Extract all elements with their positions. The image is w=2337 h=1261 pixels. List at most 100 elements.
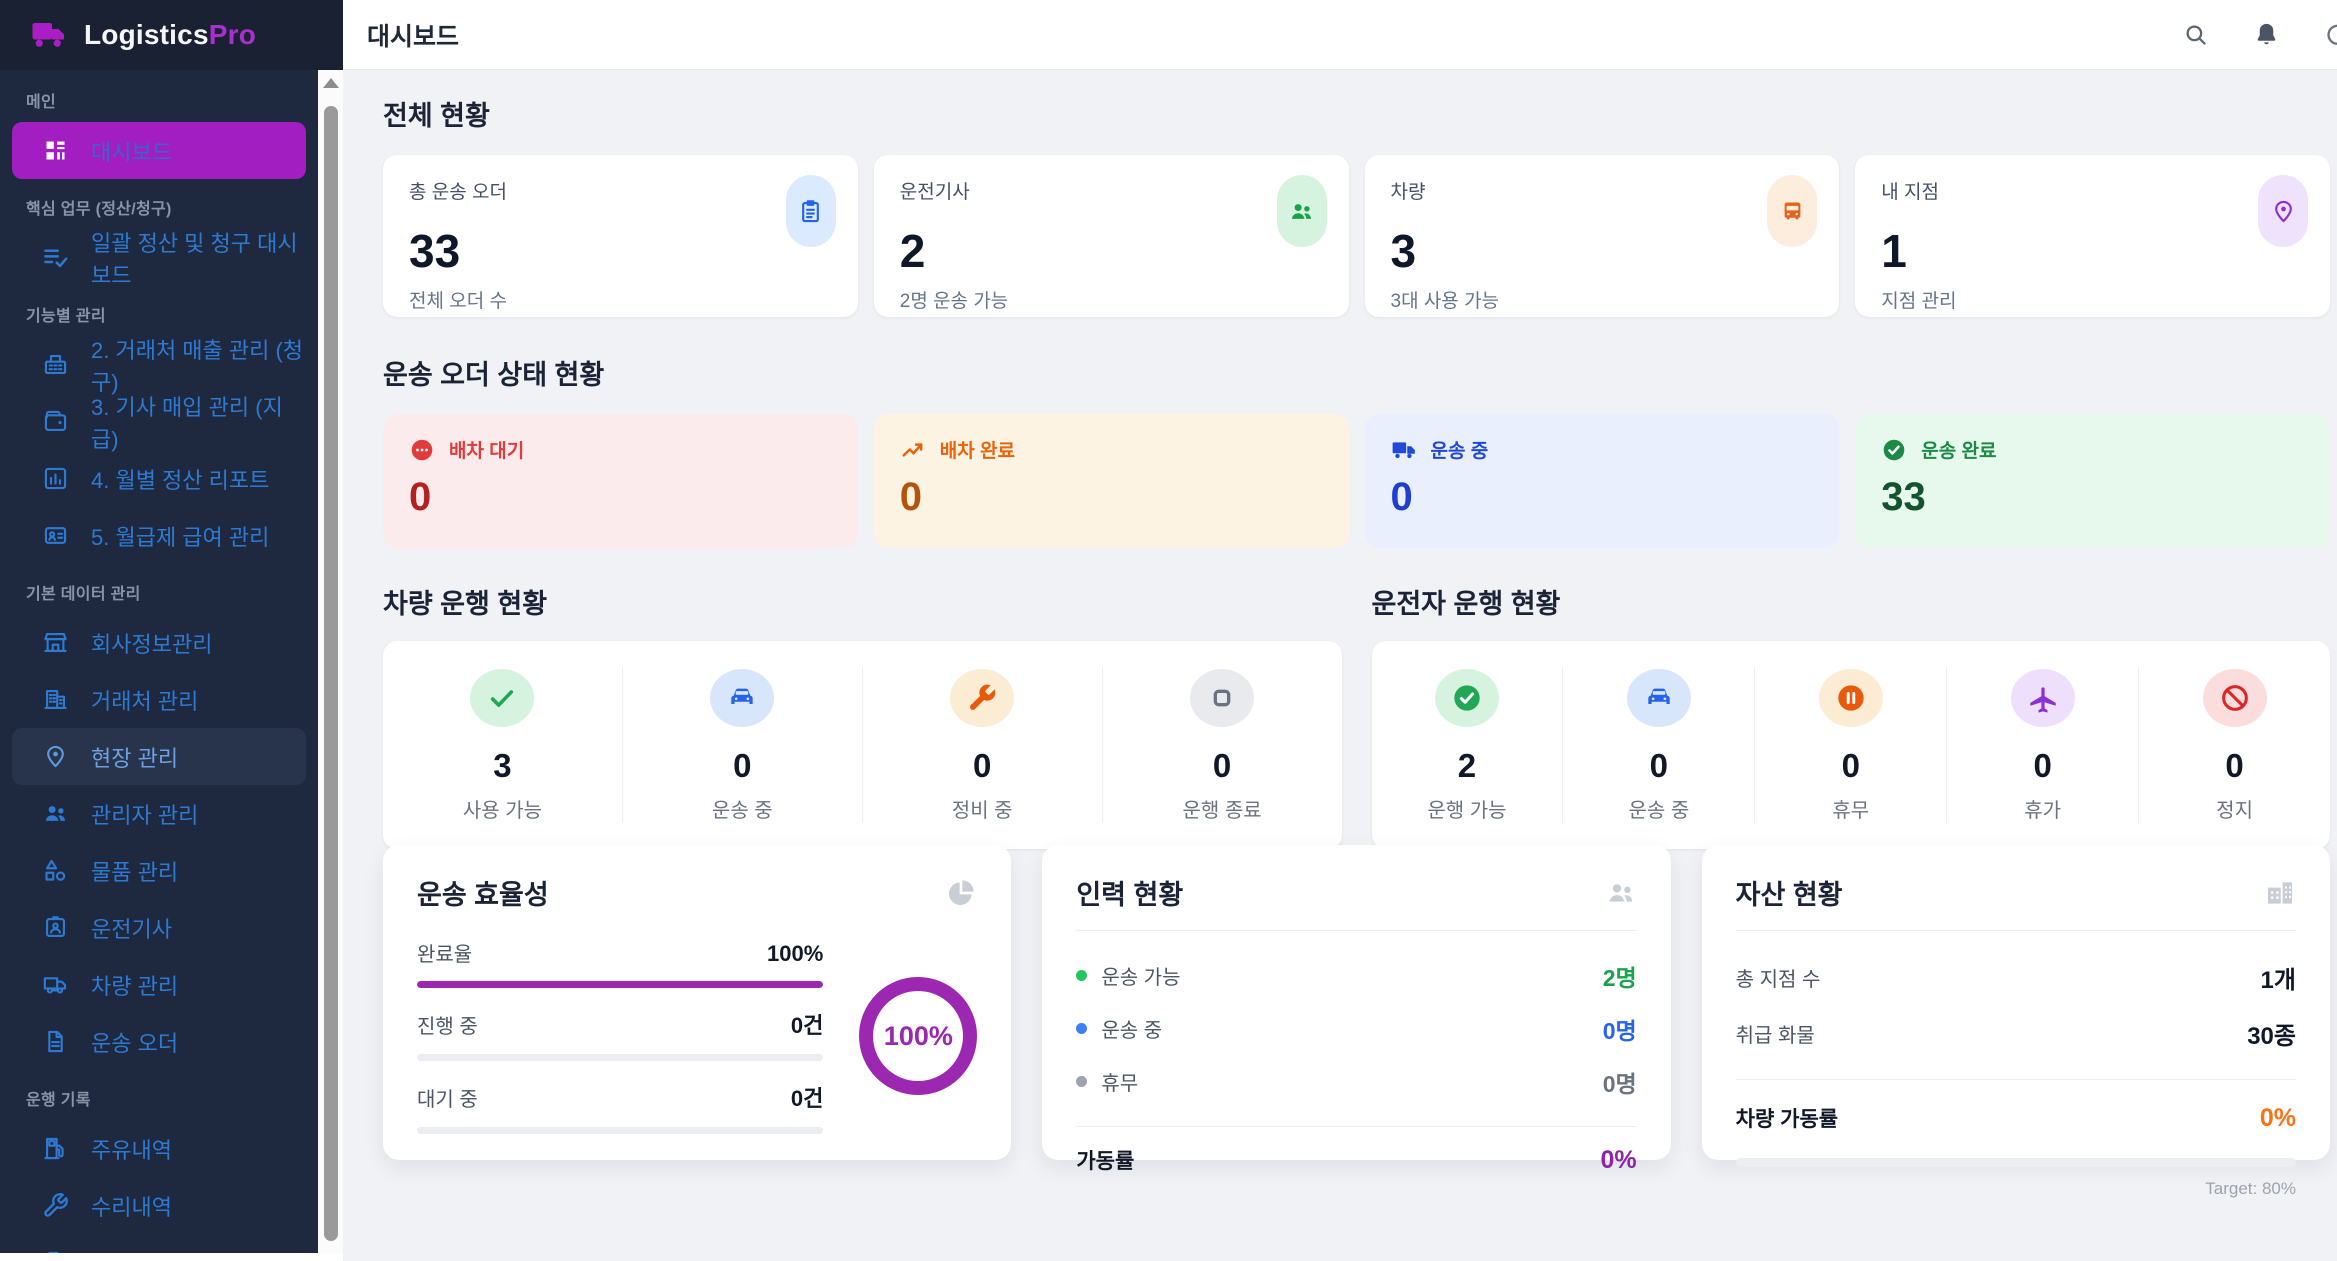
users-icon bbox=[42, 800, 69, 827]
stat-value: 3 bbox=[1390, 225, 1417, 277]
buildings-icon bbox=[2264, 877, 2296, 909]
wrench-icon bbox=[42, 1192, 69, 1219]
vehicle-available: 3 사용 가능 bbox=[383, 667, 622, 823]
order-status-section-title: 운송 오더 상태 현황 bbox=[383, 360, 605, 390]
wrench-icon bbox=[950, 669, 1015, 727]
sidebar-item-orders[interactable]: 운송 오더 bbox=[12, 1013, 306, 1070]
driver-day-off: 0 휴무 bbox=[1754, 667, 1946, 823]
assets-utilization: 차량 가동률 0% bbox=[1735, 1103, 2296, 1132]
order-status-cards: 배차 대기 0 배차 완료 0 운송 중 0 운송 완료 33 bbox=[383, 414, 2330, 548]
ban-icon bbox=[2202, 669, 2267, 727]
sidebar-scrollbar[interactable] bbox=[318, 70, 343, 1253]
overview-cards: 총 운송 오더 33 전체 오더 수 운전기사 2 2명 운송 가능 차량 3 … bbox=[383, 155, 2330, 317]
vehicle-in-transit: 0 운송 중 bbox=[621, 667, 862, 823]
card-total-orders[interactable]: 총 운송 오더 33 전체 오더 수 bbox=[383, 155, 858, 317]
sidebar-item-vehicles[interactable]: 차량 관리 bbox=[12, 956, 306, 1013]
sidebar-item-goods[interactable]: 물품 관리 bbox=[12, 842, 306, 899]
scrollbar-thumb[interactable] bbox=[323, 106, 338, 1241]
vehicle-status-section: 차량 운행 현황 3 사용 가능 0 운송 중 bbox=[383, 582, 1342, 849]
stat-value: 33 bbox=[409, 225, 461, 277]
sidebar-section-core: 핵심 업무 (정산/청구) bbox=[26, 201, 172, 218]
sidebar-item-clients[interactable]: 거래처 관리 bbox=[12, 671, 306, 728]
refresh-icon[interactable] bbox=[2324, 21, 2337, 48]
card-drivers[interactable]: 운전기사 2 2명 운송 가능 bbox=[873, 155, 1349, 317]
page-title: 대시보드 bbox=[367, 22, 460, 51]
efficiency-row-completion: 완료율 100% bbox=[417, 938, 824, 988]
plane-icon bbox=[2010, 669, 2075, 727]
efficiency-card: 운송 효율성 완료율 100% 진행 중 0 bbox=[383, 845, 1012, 1160]
sidebar-bottom-strip bbox=[0, 1253, 343, 1261]
workforce-row-dayoff: 휴무 0명 bbox=[1076, 1055, 1637, 1108]
file-icon bbox=[42, 1028, 69, 1055]
divider bbox=[1735, 930, 2296, 931]
sidebar-item-daily-log[interactable]: 운행일보 bbox=[12, 1234, 306, 1253]
sidebar-nav: 메인 대시보드 핵심 업무 (정산/청구) 일괄 정산 및 청구 대시보드 기능… bbox=[0, 70, 318, 1253]
building-icon bbox=[42, 686, 69, 713]
progress-track bbox=[417, 1127, 824, 1134]
sidebar-item-drivers[interactable]: 운전기사 bbox=[12, 899, 306, 956]
car-icon bbox=[1626, 669, 1691, 727]
vehicle-maintenance: 0 정비 중 bbox=[861, 667, 1102, 823]
clipboard-icon bbox=[785, 175, 836, 247]
card-vehicles[interactable]: 차량 3 3대 사용 가능 bbox=[1364, 155, 1840, 317]
driver-status-panel: 2 운행 가능 0 운송 중 0 휴무 bbox=[1371, 641, 2330, 849]
search-icon[interactable] bbox=[2182, 21, 2209, 48]
truck-icon bbox=[42, 971, 69, 998]
sidebar-item-company-info[interactable]: 회사정보관리 bbox=[12, 614, 306, 671]
bar-chart-icon bbox=[42, 465, 69, 492]
assets-card: 자산 현황 총 지점 수 1개 취급 화물 30종 차량 가동률 bbox=[1701, 845, 2330, 1198]
vehicle-status-panel: 3 사용 가능 0 운송 중 0 정비 중 bbox=[383, 641, 1342, 849]
register-icon bbox=[42, 351, 69, 378]
sidebar-item-payroll[interactable]: 5. 월급제 급여 관리 bbox=[12, 507, 306, 564]
scroll-up-arrow-icon[interactable] bbox=[322, 78, 339, 88]
sidebar-item-settlement-dashboard[interactable]: 일괄 정산 및 청구 대시보드 bbox=[12, 229, 306, 288]
tile-in-transit[interactable]: 운송 중 0 bbox=[1364, 414, 1840, 548]
tile-value: 0 bbox=[409, 475, 432, 519]
sidebar-item-driver-purchase[interactable]: 3. 기사 매입 관리 (지급) bbox=[12, 393, 306, 452]
sidebar-item-fuel[interactable]: 주유내역 bbox=[12, 1120, 306, 1177]
sidebar-item-repairs[interactable]: 수리내역 bbox=[12, 1177, 306, 1234]
stat-sub: 3대 사용 가능 bbox=[1390, 291, 1500, 312]
efficiency-row-inprogress: 진행 중 0건 bbox=[417, 1008, 824, 1061]
workforce-utilization: 가동률 0% bbox=[1076, 1145, 1637, 1174]
progress-track bbox=[417, 1054, 824, 1061]
tile-value: 0 bbox=[1390, 475, 1413, 519]
main-content: 전체 현황 총 운송 오더 33 전체 오더 수 운전기사 2 2명 운송 가능… bbox=[343, 70, 2337, 1261]
brand-name: LogisticsPro bbox=[84, 19, 256, 50]
sidebar-item-sites[interactable]: 현장 관리 bbox=[12, 728, 306, 785]
tile-value: 0 bbox=[899, 475, 922, 519]
check-circle-icon bbox=[1881, 437, 1907, 463]
sidebar-item-monthly-report[interactable]: 4. 월별 정산 리포트 bbox=[12, 450, 306, 507]
target-label: Target: 80% bbox=[2205, 1179, 2296, 1198]
sidebar-section-basedata: 기본 데이터 관리 bbox=[26, 586, 141, 603]
sidebar-item-managers[interactable]: 관리자 관리 bbox=[12, 785, 306, 842]
bell-icon[interactable] bbox=[2253, 21, 2280, 48]
divider bbox=[1076, 1126, 1637, 1127]
pause-circle-icon bbox=[1818, 669, 1883, 727]
tile-dispatch-done[interactable]: 배차 완료 0 bbox=[873, 414, 1349, 548]
topbar: 대시보드 bbox=[343, 0, 2337, 70]
card-my-branch[interactable]: 내 지점 1 지점 관리 bbox=[1855, 155, 2330, 317]
progress-fill bbox=[417, 981, 824, 988]
grid-icon bbox=[42, 137, 69, 164]
vehicle-status-title: 차량 운행 현황 bbox=[383, 589, 548, 619]
gray-dot-icon bbox=[1076, 1076, 1088, 1087]
divider bbox=[1735, 1079, 2296, 1080]
efficiency-title: 운송 효율성 bbox=[417, 880, 549, 910]
check-circle-icon bbox=[1434, 669, 1499, 727]
stat-value: 1 bbox=[1881, 225, 1907, 277]
assets-row-cargo: 취급 화물 30종 bbox=[1735, 1022, 2296, 1050]
sidebar-item-client-sales[interactable]: 2. 거래처 매출 관리 (청구) bbox=[12, 336, 306, 395]
vehicle-ended: 0 운행 종료 bbox=[1101, 667, 1342, 823]
trend-up-icon bbox=[900, 437, 926, 463]
id-badge-icon bbox=[42, 914, 69, 941]
tile-dispatch-waiting[interactable]: 배차 대기 0 bbox=[383, 414, 858, 548]
tile-delivered[interactable]: 운송 완료 33 bbox=[1855, 414, 2330, 548]
map-pin-icon bbox=[42, 743, 69, 770]
sidebar-item-dashboard[interactable]: 대시보드 bbox=[12, 122, 306, 179]
wallet-icon bbox=[42, 408, 69, 435]
assets-title: 자산 현황 bbox=[1735, 880, 1843, 910]
stat-sub: 지점 관리 bbox=[1881, 291, 1957, 312]
check-icon bbox=[470, 669, 535, 727]
completion-gauge: 100% bbox=[859, 977, 978, 1095]
